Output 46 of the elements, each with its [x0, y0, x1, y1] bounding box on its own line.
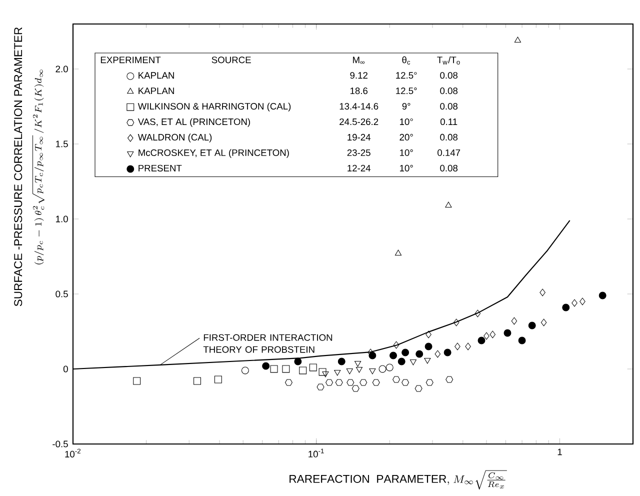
y-axis-title: SURFACE -PRESSURE CORRELATION PARAMETER [14, 27, 22, 306]
annotation: 10° [400, 164, 413, 172]
legend-label: VAS, ET AL (PRINCETON) [138, 118, 250, 127]
annotation: 24.5-26.2 [340, 118, 378, 126]
annotation: 10° [400, 149, 413, 156]
x-axis-title: $\mathrm{RAREFACTION\ \ PARAMETER,}\ M_{\infty}\sqrt{\frac{C_{\infty}}{Re_{x}}}$ [290, 470, 507, 490]
annotation: 0.08 [440, 72, 458, 79]
annotation: M$_{∞}$ [353, 56, 365, 64]
annotation: SOURCE [212, 56, 251, 64]
y-tick-label: 2.0 [56, 66, 68, 72]
annotation: 12-24 [348, 164, 371, 172]
x-tick-label: 10$^{-2}$ [65, 448, 80, 458]
series-label: FIRST-ORDER INTERACTION THEORY OF PROBSTEIN [203, 334, 332, 353]
annotation: 12.5° [396, 72, 417, 79]
y-tick-label: -0.5 [52, 440, 68, 448]
legend-label: McCROSKEY, ET AL (PRINCETON) [138, 149, 289, 158]
y-tick-label: 1.5 [56, 140, 68, 148]
annotation: 0.08 [440, 88, 458, 94]
annotation: 23-25 [347, 149, 370, 156]
annotation: 0.08 [440, 103, 458, 110]
annotation: 20° [400, 134, 413, 141]
annotation: 9.12 [350, 72, 368, 79]
annotation: 10° [400, 118, 413, 126]
annotation: 0.08 [440, 164, 458, 172]
text: $(p/p_{c}-1)\,\theta_{c}^{2}\sqrt{p_{c}T_{c}/p_{\infty}T_{\infty}}\,/K^{2}F_{1}(K)d_{\infty}$ [32, 70, 45, 264]
legend-label: PRESENT [138, 164, 182, 172]
annotation: EXPERIMENT [100, 56, 161, 64]
x-tick-label: 1 [558, 448, 562, 456]
annotation: 0.11 [440, 118, 458, 126]
legend-label: WILKINSON & HARRINGTON (CAL) [138, 102, 291, 112]
y-tick-label: 1.0 [56, 216, 68, 222]
legend-label: KAPLAN [138, 72, 174, 79]
annotation: 0.147 [438, 149, 460, 156]
annotation: 12.5° [396, 88, 417, 94]
legend-label: WALDRON (CAL) [138, 134, 212, 142]
annotation: θ$_{c}$ [402, 56, 410, 65]
legend-label: KAPLAN [138, 88, 174, 94]
annotation: 0.08 [440, 134, 458, 141]
annotation: 19-24 [348, 134, 371, 141]
y-tick-label: 0.5 [56, 290, 68, 298]
annotation: 9° [402, 103, 410, 110]
x-tick-label: 10$^{-1}$ [308, 448, 324, 458]
annotation: 13.4-14.6 [340, 103, 378, 110]
annotation: 18.6 [350, 88, 368, 94]
annotation: T$_{w}$/T$_{o}$ [437, 56, 460, 65]
y-tick-label: 0 [63, 366, 68, 372]
